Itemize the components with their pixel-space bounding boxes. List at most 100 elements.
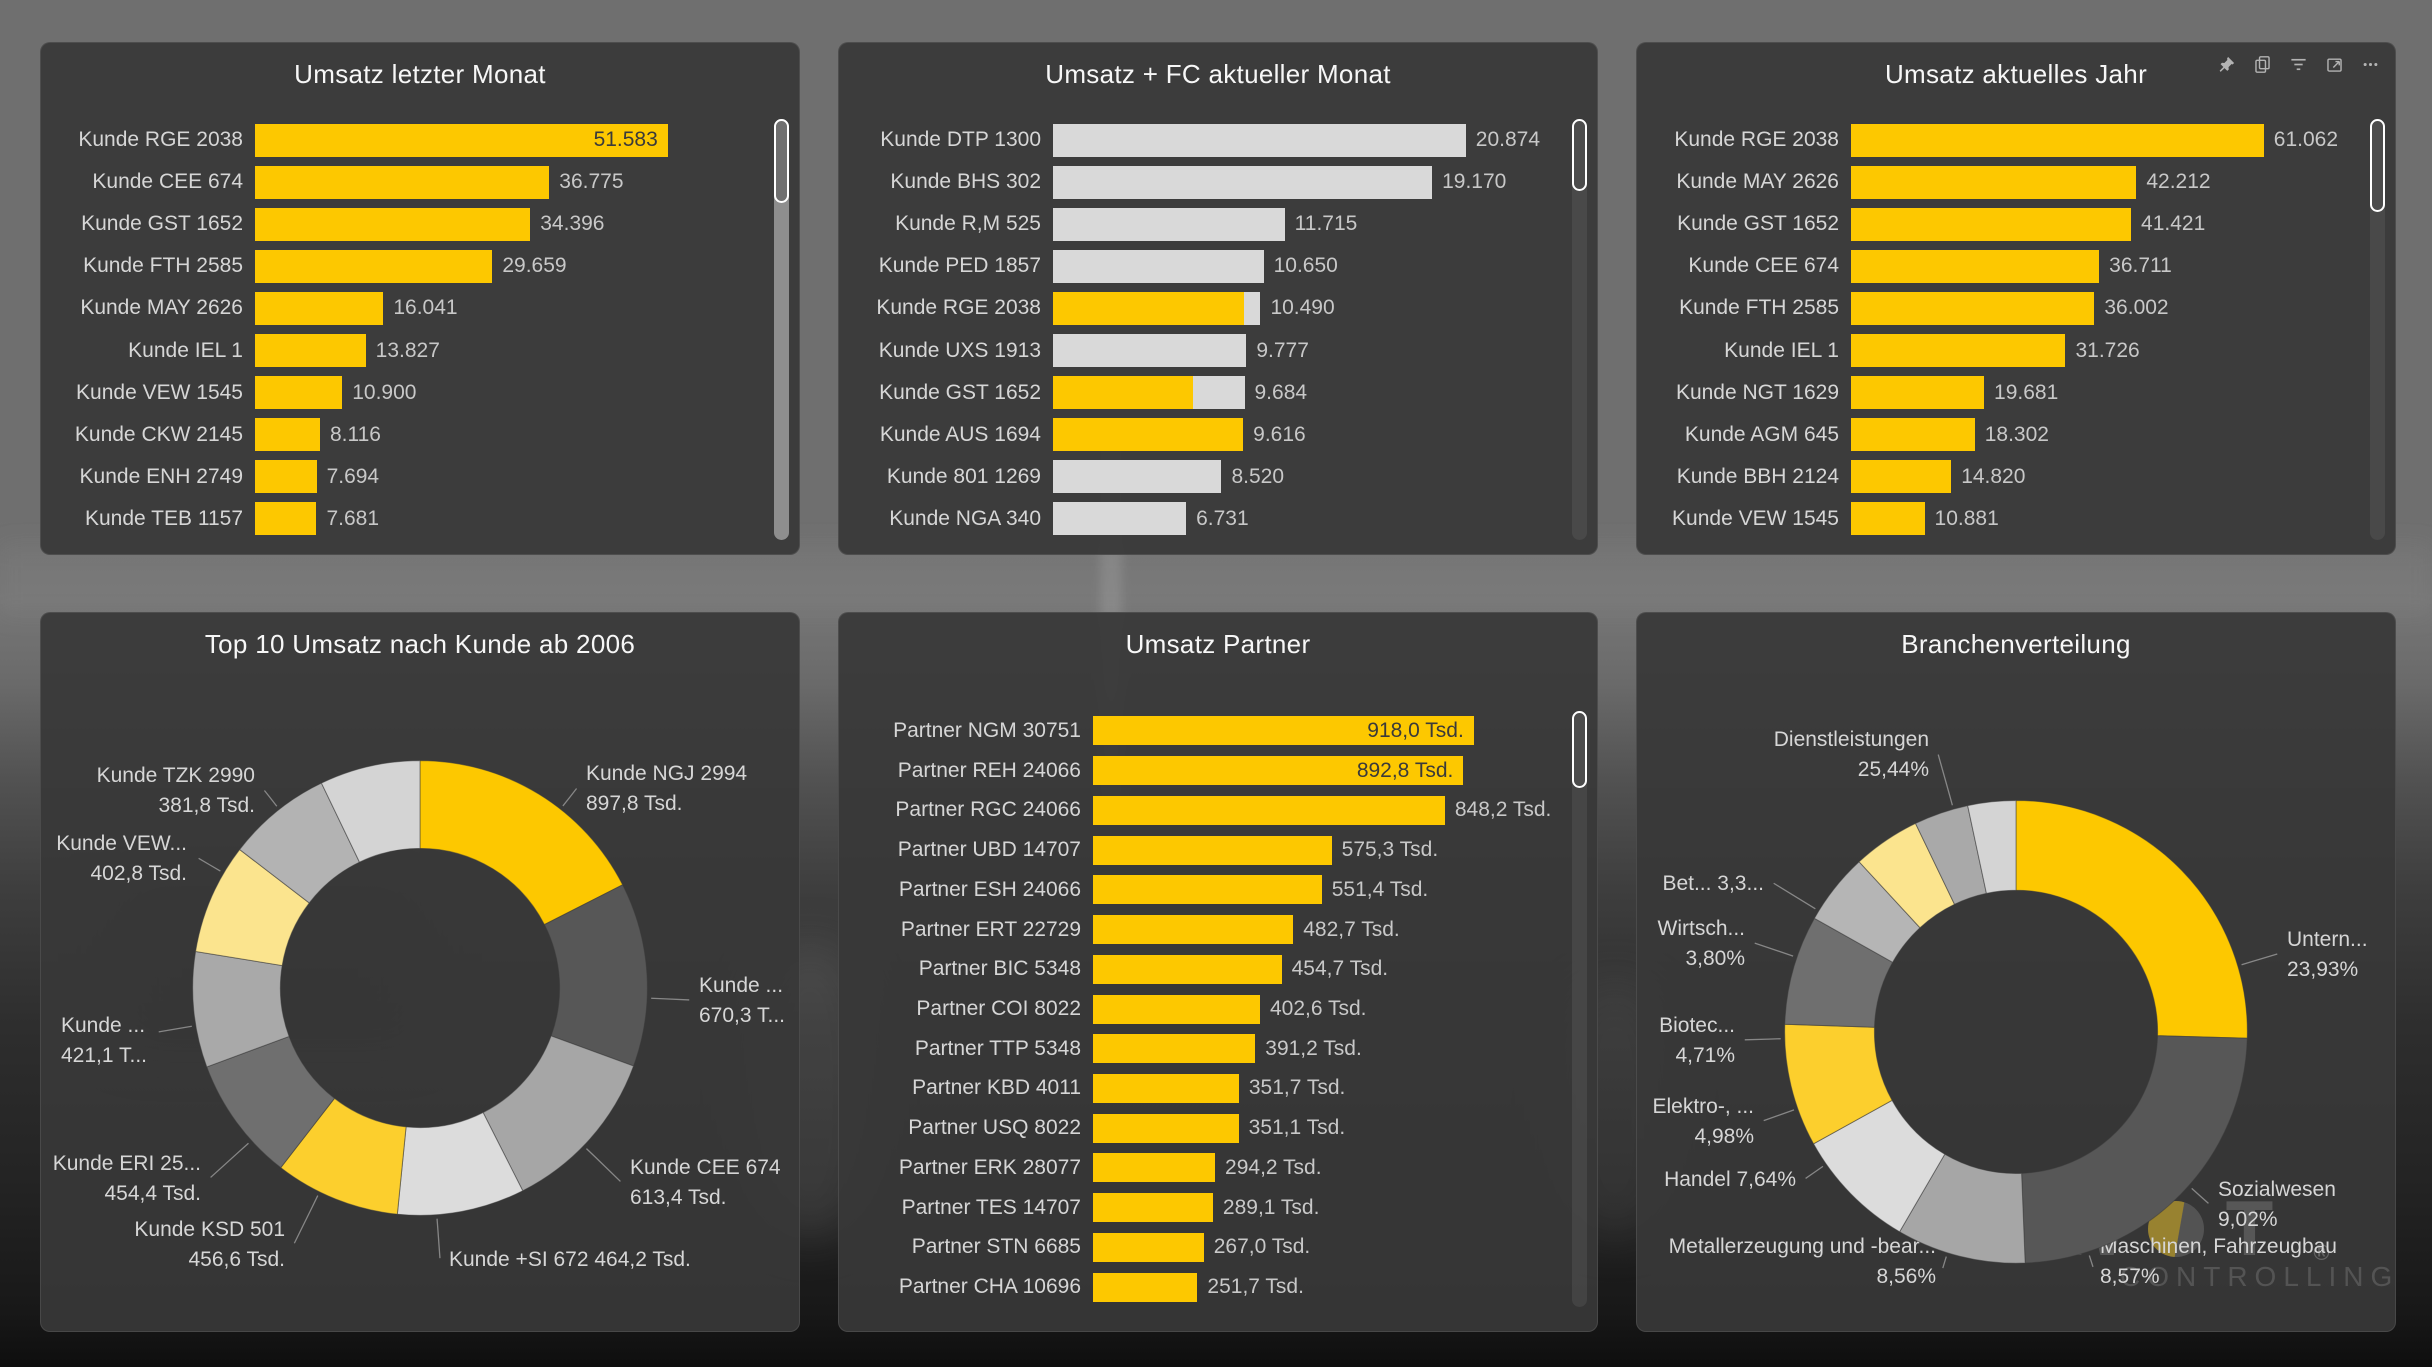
bar-row[interactable]: Kunde 801 1269 8.520 — [853, 456, 1569, 498]
scrollbar-track[interactable] — [774, 119, 789, 540]
scrollbar-thumb[interactable] — [774, 119, 789, 204]
bar-row[interactable]: Partner STN 6685 267,0 Tsd. — [853, 1228, 1569, 1268]
bar-row[interactable]: Kunde GST 1652 34.396 — [55, 203, 771, 245]
donut-segment[interactable] — [1967, 799, 2017, 894]
bar[interactable] — [1851, 249, 2100, 283]
stacked-bar[interactable] — [1053, 502, 1187, 536]
stacked-bar[interactable] — [1053, 418, 1244, 452]
copy-icon[interactable] — [2251, 53, 2273, 75]
bar[interactable] — [255, 502, 317, 536]
actual-bar-segment[interactable] — [1053, 376, 1193, 410]
stacked-bar[interactable] — [1053, 334, 1247, 368]
bar-row[interactable]: Kunde GST 1652 9.684 — [853, 372, 1569, 414]
bar-row[interactable]: Kunde GST 1652 41.421 — [1651, 203, 2367, 245]
stacked-bar[interactable] — [1053, 123, 1466, 157]
bar[interactable] — [1093, 875, 1322, 905]
filter-icon[interactable] — [2287, 53, 2309, 75]
bar-row[interactable]: Kunde BHS 302 19.170 — [853, 161, 1569, 203]
bar-row[interactable]: Partner ERT 22729 482,7 Tsd. — [853, 910, 1569, 950]
bar[interactable] — [1093, 1193, 1213, 1223]
bar-row[interactable]: Kunde RGE 2038 10.490 — [853, 287, 1569, 329]
bar-row[interactable]: Kunde FTH 2585 36.002 — [1651, 287, 2367, 329]
bar[interactable] — [255, 418, 320, 452]
scrollbar[interactable] — [1572, 711, 1587, 1307]
bar-row[interactable]: Kunde AGM 645 18.302 — [1651, 414, 2367, 456]
bar[interactable] — [1093, 835, 1332, 865]
bar-row[interactable]: Kunde IEL 1 13.827 — [55, 329, 771, 371]
bar[interactable] — [1851, 291, 2095, 325]
bar[interactable] — [1093, 994, 1260, 1024]
bar-row[interactable]: Kunde MAY 2626 16.041 — [55, 287, 771, 329]
stacked-bar[interactable] — [1053, 376, 1245, 410]
bar[interactable] — [1093, 1073, 1239, 1103]
bar-row[interactable]: Kunde IEL 1 31.726 — [1651, 329, 2367, 371]
bar[interactable] — [1093, 1272, 1198, 1302]
bar[interactable] — [1851, 207, 2132, 241]
bar-row[interactable]: Partner ESH 24066 551,4 Tsd. — [853, 870, 1569, 910]
bar-row[interactable]: Partner TES 14707 289,1 Tsd. — [853, 1188, 1569, 1228]
bar[interactable]: 892,8 Tsd. — [1093, 756, 1464, 786]
bar[interactable] — [1851, 123, 2264, 157]
actual-bar-segment[interactable] — [1053, 291, 1244, 325]
bar-row[interactable]: Kunde RGE 2038 61.062 — [1651, 119, 2367, 161]
donut-segment[interactable] — [320, 760, 421, 863]
pin-icon[interactable] — [2215, 53, 2237, 75]
bar-row[interactable]: Partner REH 24066 892,8 Tsd. — [853, 751, 1569, 791]
bar[interactable] — [1093, 1113, 1239, 1143]
bar[interactable] — [1093, 1034, 1256, 1064]
bar[interactable] — [1851, 165, 2137, 199]
bar[interactable]: 918,0 Tsd. — [1093, 716, 1474, 746]
bar-row[interactable]: Kunde CKW 2145 8.116 — [55, 414, 771, 456]
scrollbar-track[interactable] — [1572, 119, 1587, 540]
bar-row[interactable]: Kunde MAY 2626 42.212 — [1651, 161, 2367, 203]
actual-bar-segment[interactable] — [1053, 418, 1244, 452]
bar[interactable] — [1093, 1232, 1204, 1262]
bar-row[interactable]: Kunde VEW 1545 10.881 — [1651, 498, 2367, 540]
bar-row[interactable]: Kunde ENH 2749 7.694 — [55, 456, 771, 498]
scrollbar-thumb[interactable] — [1572, 711, 1587, 789]
bar-row[interactable]: Kunde BBH 2124 14.820 — [1651, 456, 2367, 498]
bar-row[interactable]: Partner UBD 14707 575,3 Tsd. — [853, 830, 1569, 870]
bar[interactable] — [1093, 795, 1445, 825]
bar[interactable] — [255, 291, 384, 325]
bar-row[interactable]: Kunde RGE 2038 51.583 — [55, 119, 771, 161]
bar-row[interactable]: Partner COI 8022 402,6 Tsd. — [853, 989, 1569, 1029]
bar-row[interactable]: Kunde DTP 1300 20.874 — [853, 119, 1569, 161]
bar[interactable] — [255, 207, 531, 241]
bar-row[interactable]: Partner KBD 4011 351,7 Tsd. — [853, 1069, 1569, 1109]
bar-row[interactable]: Kunde VEW 1545 10.900 — [55, 372, 771, 414]
bar-row[interactable]: Partner CHA 10696 251,7 Tsd. — [853, 1267, 1569, 1307]
bar-row[interactable]: Partner BIC 5348 454,7 Tsd. — [853, 949, 1569, 989]
stacked-bar[interactable] — [1053, 460, 1222, 494]
bar-row[interactable]: Kunde R,M 525 11.715 — [853, 203, 1569, 245]
bar[interactable]: 51.583 — [255, 123, 668, 157]
bar[interactable] — [1851, 418, 1975, 452]
bar[interactable] — [255, 376, 343, 410]
bar-row[interactable]: Kunde FTH 2585 29.659 — [55, 245, 771, 287]
bar-row[interactable]: Partner USQ 8022 351,1 Tsd. — [853, 1108, 1569, 1148]
scrollbar-thumb[interactable] — [2370, 119, 2385, 212]
scrollbar[interactable] — [1572, 119, 1587, 540]
stacked-bar[interactable] — [1053, 165, 1433, 199]
bar[interactable] — [255, 334, 366, 368]
bar-row[interactable]: Partner TTP 5348 391,2 Tsd. — [853, 1029, 1569, 1069]
bar-row[interactable]: Kunde CEE 674 36.711 — [1651, 245, 2367, 287]
bar[interactable] — [1851, 334, 2066, 368]
bar-row[interactable]: Kunde TEB 1157 7.681 — [55, 498, 771, 540]
bar-row[interactable]: Kunde AUS 1694 9.616 — [853, 414, 1569, 456]
focus-mode-icon[interactable] — [2323, 53, 2345, 75]
stacked-bar[interactable] — [1053, 249, 1264, 283]
scrollbar-track[interactable] — [2370, 119, 2385, 540]
bar[interactable] — [255, 165, 550, 199]
bar-row[interactable]: Kunde NGA 340 6.731 — [853, 498, 1569, 540]
scrollbar-thumb[interactable] — [1572, 119, 1587, 191]
bar-row[interactable]: Partner RGC 24066 848,2 Tsd. — [853, 790, 1569, 830]
bar[interactable] — [255, 460, 317, 494]
bar-row[interactable]: Partner NGM 30751 918,0 Tsd. — [853, 711, 1569, 751]
bar[interactable] — [1851, 460, 1952, 494]
scrollbar-track[interactable] — [1572, 711, 1587, 1307]
bar[interactable] — [1093, 1153, 1216, 1183]
stacked-bar[interactable] — [1053, 291, 1261, 325]
bar-row[interactable]: Partner ERK 28077 294,2 Tsd. — [853, 1148, 1569, 1188]
bar[interactable] — [1851, 376, 1985, 410]
